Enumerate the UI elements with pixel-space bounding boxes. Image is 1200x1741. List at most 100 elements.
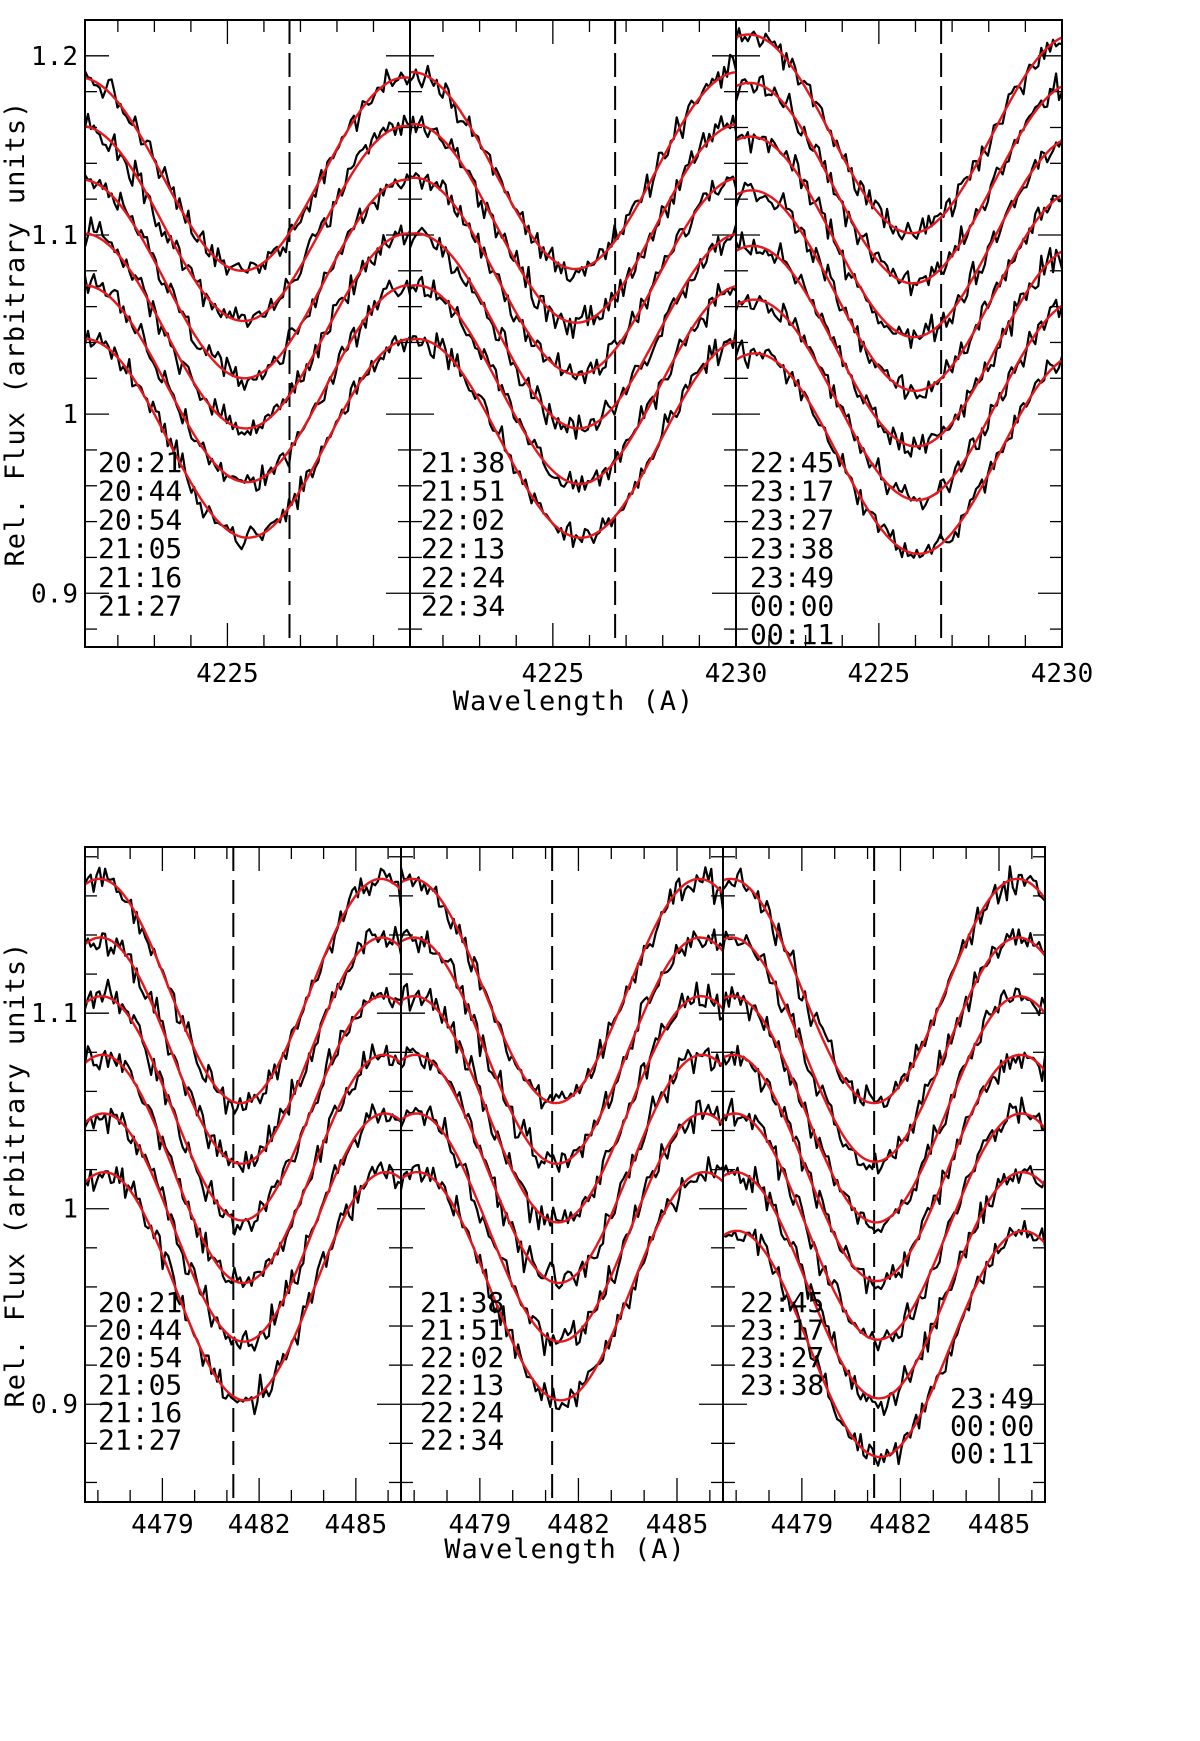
observed-spectrum (84, 1161, 402, 1416)
x-tick-label: 4482 (547, 1510, 610, 1540)
model-fit (735, 33, 1063, 235)
time-label: 23:49 (950, 1382, 1034, 1415)
x-tick-label: 4485 (968, 1510, 1031, 1540)
time-label: 22:13 (420, 1369, 504, 1402)
y-axis-title: Rel. Flux (arbitrary units) (0, 942, 31, 1408)
x-tick-label: 4479 (771, 1510, 834, 1540)
x-tick-label: 4225 (848, 659, 911, 689)
model-fit (409, 284, 737, 486)
time-label: 22:24 (420, 1396, 504, 1429)
x-tick-label: 4479 (449, 1510, 512, 1540)
time-label: 21:16 (98, 561, 182, 594)
model-fit (409, 176, 737, 376)
observed-spectrum (734, 27, 1063, 241)
time-label: 23:38 (750, 532, 834, 565)
x-tick-label: 4225 (522, 659, 585, 689)
time-label: 22:34 (421, 590, 505, 623)
model-fit (409, 70, 737, 271)
model-fit (409, 122, 737, 324)
time-label: 00:00 (950, 1410, 1034, 1443)
panel-3: 4225 4230 22:4523:1723:2723:3823:4900:0000… (734, 20, 1093, 689)
time-label: 00:11 (750, 618, 834, 651)
model-fit (84, 76, 411, 273)
model-fit (84, 232, 410, 430)
time-label: 00:11 (950, 1437, 1034, 1470)
model-fit (84, 284, 411, 484)
model-fit (735, 298, 1063, 502)
time-label: 23:17 (750, 475, 834, 508)
observed-spectrum (400, 928, 724, 1173)
model-fit (84, 1112, 402, 1343)
model-fit (84, 1170, 402, 1402)
time-label: 21:51 (420, 1314, 504, 1347)
time-label: 21:05 (98, 1369, 182, 1402)
time-label: 00:00 (750, 590, 834, 623)
time-label: 23:27 (740, 1341, 824, 1374)
y-tick-label: 1 (62, 1195, 78, 1225)
observed-spectrum (83, 112, 411, 328)
model-fit (722, 994, 1046, 1224)
time-label: 20:44 (98, 1314, 182, 1347)
time-label: 22:34 (420, 1424, 504, 1457)
model-fit (735, 352, 1063, 555)
y-tick-label: 1 (62, 400, 78, 430)
time-label: 22:45 (740, 1286, 824, 1319)
observed-spectrum (84, 173, 411, 391)
model-fit (400, 1053, 724, 1285)
time-label: 20:44 (98, 475, 182, 508)
observed-spectrum (409, 53, 738, 283)
model-fit (84, 994, 402, 1222)
observed-spectrum (721, 1164, 1047, 1416)
model-fit (722, 1170, 1046, 1400)
panel-1: 4479 4482 4485 20:2120:4420:5421:0521:1621:… (83, 847, 403, 1540)
time-label: 21:16 (98, 1396, 182, 1429)
time-label: 22:24 (421, 561, 505, 594)
time-label: 22:02 (420, 1341, 504, 1374)
x-axis-title: Wavelength (A) (444, 1534, 686, 1565)
model-fit (84, 337, 411, 539)
model-fit (735, 244, 1063, 448)
observed-spectrum (83, 216, 411, 436)
time-label: 20:21 (98, 446, 182, 479)
observed-spectrum (721, 1044, 1047, 1295)
time-label: 21:38 (421, 446, 505, 479)
time-label: 22:45 (750, 446, 834, 479)
y-tick-label: 0.9 (31, 1390, 78, 1420)
plot-frame (84, 846, 1046, 1503)
y-axis-title: Rel. Flux (arbitrary units) (0, 101, 31, 567)
observed-spectrum (409, 275, 737, 493)
model-fit (84, 936, 402, 1165)
model-fit (409, 337, 737, 539)
model-fit (84, 1053, 402, 1285)
observed-spectrum (399, 866, 725, 1110)
model-fit (400, 995, 724, 1224)
time-label: 21:05 (98, 532, 182, 565)
y-tick-label: 0.9 (31, 579, 78, 609)
time-label: 21:27 (98, 1424, 182, 1457)
time-label: 20:54 (98, 503, 182, 536)
model-fit (84, 877, 402, 1105)
model-fit (84, 124, 411, 323)
observed-spectrum (409, 172, 738, 385)
time-label: 20:21 (98, 1286, 182, 1319)
y-tick-label: 1.1 (31, 221, 78, 251)
time-label: 23:27 (750, 503, 834, 536)
time-label: 22:13 (421, 532, 505, 565)
model-fit (722, 877, 1046, 1105)
x-tick-label: 4485 (646, 1510, 709, 1540)
y-tick-label: 1.1 (31, 999, 78, 1029)
plot-frame (84, 19, 1063, 648)
model-fit (722, 1229, 1046, 1459)
model-fit (735, 189, 1063, 392)
time-label: 21:51 (421, 475, 505, 508)
model-fit (722, 936, 1046, 1164)
time-label: 23:38 (740, 1369, 824, 1402)
observed-spectrum (734, 72, 1064, 297)
